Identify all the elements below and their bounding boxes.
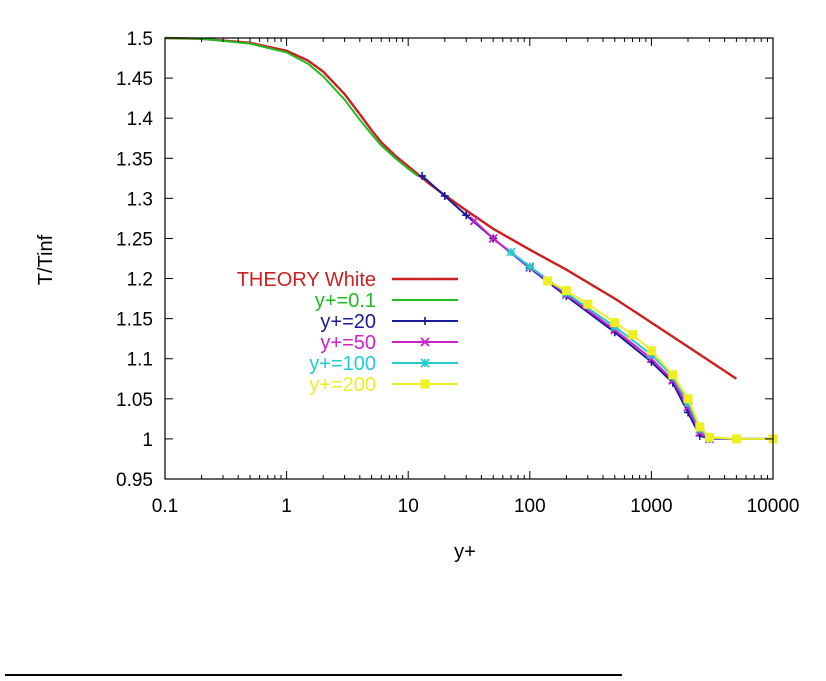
plot-frame	[164, 37, 774, 480]
legend-item: y+=200	[309, 374, 458, 396]
y-tick-label: 1.05	[116, 390, 153, 411]
legend-label: y+=200	[309, 374, 376, 396]
legend-item: y+=0.1	[315, 290, 458, 312]
y-tick-label: 0.95	[116, 470, 153, 491]
legend-label: y+=20	[320, 311, 376, 333]
data-point	[462, 211, 471, 220]
data-point	[488, 233, 498, 244]
series-5	[543, 276, 778, 444]
y-tick-label: 1	[142, 430, 153, 451]
y-tick-label: 1.1	[127, 350, 153, 371]
y-tick-label: 1.35	[116, 149, 153, 170]
data-point	[525, 261, 535, 272]
y-tick-label: 1.15	[116, 310, 153, 331]
legend-marker	[420, 358, 430, 368]
y-tick-label: 1.45	[116, 69, 153, 90]
y-tick-label: 1.3	[127, 189, 153, 210]
data-point	[695, 422, 705, 432]
x-tick-label: 1	[281, 496, 292, 517]
data-point	[506, 247, 516, 257]
data-point	[683, 394, 693, 404]
data-point	[704, 432, 714, 442]
data-point	[628, 330, 638, 340]
data-point	[731, 434, 741, 444]
x-tick-label: 10	[398, 496, 419, 517]
x-tick-label: 0.1	[152, 496, 178, 517]
footnote-rule	[5, 674, 622, 676]
legend-label: THEORY White	[237, 269, 376, 291]
legend-marker	[420, 379, 430, 389]
data-point	[668, 370, 678, 380]
data-point	[610, 318, 620, 328]
x-axis-label: y+	[454, 541, 476, 563]
data-point	[583, 299, 593, 309]
legend-label: y+=50	[320, 332, 376, 354]
series-layer	[164, 36, 778, 444]
x-tick-label: 1000	[630, 496, 672, 517]
legend-marker	[420, 337, 430, 347]
x-tick-label: 100	[514, 496, 546, 517]
series-1	[164, 37, 419, 177]
series-line	[164, 37, 419, 177]
data-point	[418, 171, 427, 180]
legend-item: THEORY White	[237, 269, 458, 291]
y-tick-label: 1.5	[127, 29, 153, 50]
data-point	[469, 216, 479, 226]
legend-label: y+=100	[309, 353, 376, 375]
data-point	[440, 191, 449, 200]
y-tick-label: 1.25	[116, 229, 153, 250]
axes-layer: 0.1 1 10 100 1000 10000 1.5 1.45 1.4 1.35 1.3 1.25 1…	[116, 29, 799, 517]
plot-area	[165, 38, 773, 479]
legend-item: y+=20	[320, 311, 458, 333]
plot-background	[165, 38, 773, 479]
y-axis-label: T/Tinf	[35, 234, 57, 285]
x-tick-label: 10000	[747, 496, 800, 517]
legend-label: y+=0.1	[315, 290, 376, 312]
y-tick-label: 1.4	[127, 109, 154, 130]
series-0	[164, 36, 738, 380]
legend-item: y+=50	[320, 332, 458, 354]
legend-marker	[421, 317, 429, 325]
series-line	[164, 36, 738, 380]
legend-item: y+=100	[309, 353, 458, 375]
data-point	[543, 276, 553, 286]
data-point	[561, 286, 571, 296]
y-tick-label: 1.2	[127, 270, 153, 291]
data-point	[646, 346, 656, 356]
